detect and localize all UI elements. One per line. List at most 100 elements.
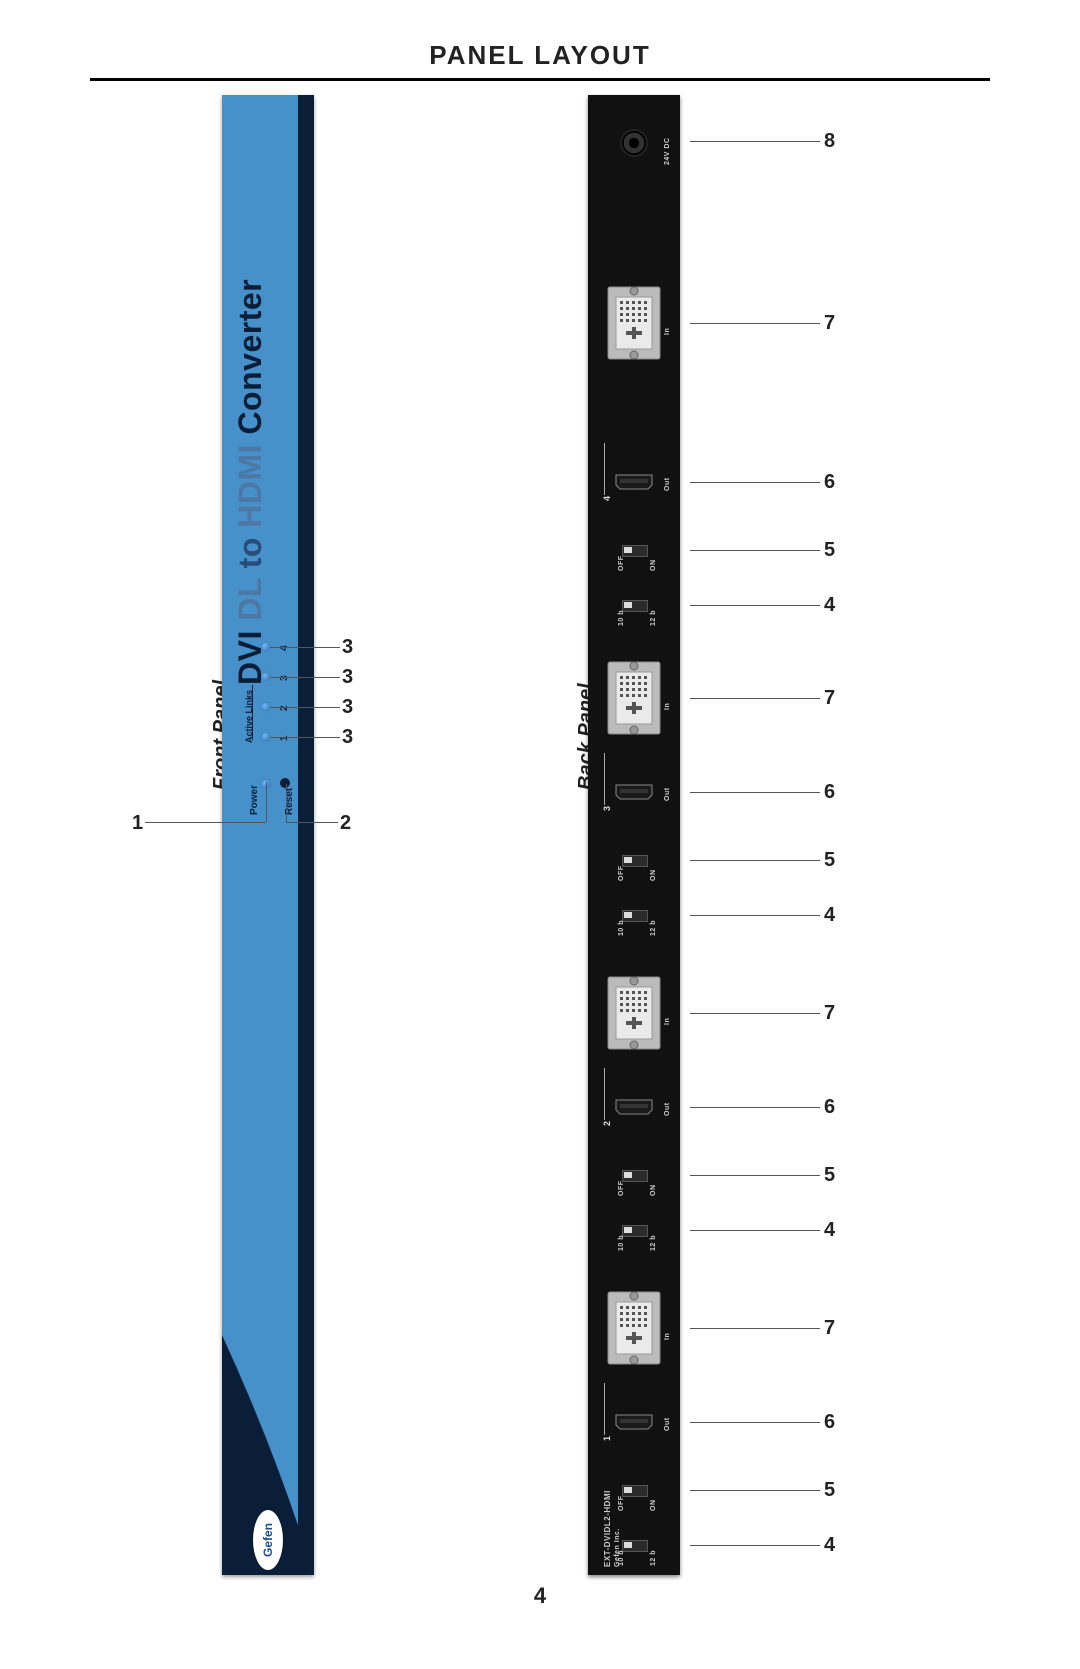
group-num-3: 3 bbox=[602, 806, 612, 811]
dip-switch-onoff-1 bbox=[622, 1485, 648, 1497]
callout-line-dvi-2 bbox=[690, 1013, 820, 1014]
product-title-converter: Converter bbox=[232, 279, 268, 435]
callout-line-led4 bbox=[270, 647, 340, 648]
dip-switch-bitdepth-4 bbox=[622, 600, 648, 612]
callout-line-power-h bbox=[145, 822, 266, 823]
group-line-2 bbox=[604, 1068, 605, 1120]
group-num-4: 4 bbox=[602, 496, 612, 501]
model-text: EXT-DVIDL2-HDMI bbox=[603, 1490, 612, 1567]
dip-switch-bitdepth-2 bbox=[622, 1225, 648, 1237]
callout-line-dip1-1 bbox=[690, 1545, 820, 1546]
callout-6-3: 6 bbox=[824, 781, 835, 804]
callout-line-dip1-3 bbox=[690, 915, 820, 916]
dip2-on-2: ON bbox=[650, 1185, 657, 1197]
hdmi-out-label-2: Out bbox=[664, 1102, 671, 1116]
group-line-4 bbox=[604, 443, 605, 495]
hdmi-out-2 bbox=[614, 1098, 654, 1116]
dip1-top-4: 10 b bbox=[618, 610, 625, 626]
power-label: 24V DC bbox=[664, 137, 671, 165]
callout-line-hdmi-3 bbox=[690, 792, 820, 793]
product-title-hdmi: HDMI bbox=[232, 435, 268, 528]
callout-line-hdmi-1 bbox=[690, 1422, 820, 1423]
dvi-in-label-3: In bbox=[664, 703, 671, 710]
dip1-top-2: 10 b bbox=[618, 1235, 625, 1251]
callout-line-power bbox=[690, 141, 820, 142]
callout-5-1: 5 bbox=[824, 1479, 835, 1502]
callout-4-2: 4 bbox=[824, 1219, 835, 1242]
callout-line-dip2-4 bbox=[690, 550, 820, 551]
callout-3d: 3 bbox=[342, 636, 353, 659]
product-title: DVI DL to HDMI Converter bbox=[232, 279, 269, 685]
callout-8: 8 bbox=[824, 130, 835, 153]
dip2-on-4: ON bbox=[650, 560, 657, 572]
dvi-in-1 bbox=[606, 1290, 662, 1366]
hdmi-out-label-4: Out bbox=[664, 477, 671, 491]
front-panel-body: DVI DL to HDMI Converter Power Reset Act… bbox=[222, 95, 314, 1575]
dip2-off-4: OFF bbox=[618, 556, 625, 572]
back-panel-body: EXT-DVIDL2-HDMI Gefen Inc. 24V DC 10 b12… bbox=[588, 95, 680, 1575]
dip-switch-onoff-4 bbox=[622, 545, 648, 557]
dvi-in-4 bbox=[606, 285, 662, 361]
callout-line-dip1-2 bbox=[690, 1230, 820, 1231]
callout-line-power-v bbox=[266, 782, 267, 822]
callout-4-4: 4 bbox=[824, 594, 835, 617]
callout-4-1: 4 bbox=[824, 1534, 835, 1557]
dip2-on-1: ON bbox=[650, 1500, 657, 1512]
active-link-led-2 bbox=[262, 703, 270, 711]
power-jack bbox=[620, 129, 648, 157]
callout-line-dip2-2 bbox=[690, 1175, 820, 1176]
active-links-rule bbox=[252, 685, 253, 740]
callout-line-hdmi-2 bbox=[690, 1107, 820, 1108]
dip1-bot-1: 12 b bbox=[650, 1550, 657, 1566]
dvi-in-2 bbox=[606, 975, 662, 1051]
callout-6-2: 6 bbox=[824, 1096, 835, 1119]
back-panel: EXT-DVIDL2-HDMI Gefen Inc. 24V DC 10 b12… bbox=[588, 95, 680, 1575]
callout-line-dip1-4 bbox=[690, 605, 820, 606]
callout-5-2: 5 bbox=[824, 1164, 835, 1187]
front-panel-edge bbox=[298, 95, 314, 1575]
dip2-off-3: OFF bbox=[618, 866, 625, 882]
dip2-off-1: OFF bbox=[618, 1496, 625, 1512]
callout-line-dvi-3 bbox=[690, 698, 820, 699]
hdmi-out-3 bbox=[614, 783, 654, 801]
power-label: Power bbox=[249, 785, 260, 815]
hdmi-out-4 bbox=[614, 473, 654, 491]
page-number: 4 bbox=[0, 1583, 1080, 1609]
callout-6-4: 6 bbox=[824, 471, 835, 494]
hdmi-out-1 bbox=[614, 1413, 654, 1431]
callout-line-dvi-4 bbox=[690, 323, 820, 324]
dip1-bot-3: 12 b bbox=[650, 920, 657, 936]
page-title: PANEL LAYOUT bbox=[0, 40, 1080, 71]
group-num-1: 1 bbox=[602, 1436, 612, 1441]
group-num-2: 2 bbox=[602, 1121, 612, 1126]
callout-line-led3 bbox=[270, 677, 340, 678]
callout-7-3: 7 bbox=[824, 687, 835, 710]
dip1-top-1: 10 b bbox=[618, 1550, 625, 1566]
gefen-badge: Gefen bbox=[253, 1510, 283, 1570]
active-link-led-3 bbox=[262, 673, 270, 681]
callout-line-reset-h bbox=[286, 822, 338, 823]
callout-6-1: 6 bbox=[824, 1411, 835, 1434]
callout-line-led2 bbox=[270, 707, 340, 708]
product-title-to: to bbox=[232, 528, 268, 569]
callout-line-hdmi-4 bbox=[690, 482, 820, 483]
dip-switch-onoff-2 bbox=[622, 1170, 648, 1182]
dvi-in-3 bbox=[606, 660, 662, 736]
callout-1: 1 bbox=[132, 812, 143, 835]
callout-7-4: 7 bbox=[824, 312, 835, 335]
product-title-dl: DL bbox=[232, 568, 268, 620]
group-line-1 bbox=[604, 1383, 605, 1435]
group-line-3 bbox=[604, 753, 605, 805]
hdmi-out-label-1: Out bbox=[664, 1417, 671, 1431]
callout-5-4: 5 bbox=[824, 539, 835, 562]
dvi-in-label-2: In bbox=[664, 1018, 671, 1025]
title-rule bbox=[90, 78, 990, 81]
callout-3c: 3 bbox=[342, 666, 353, 689]
callout-2: 2 bbox=[340, 812, 351, 835]
callout-line-reset-v bbox=[286, 784, 287, 822]
dip1-bot-2: 12 b bbox=[650, 1235, 657, 1251]
dip2-on-3: ON bbox=[650, 870, 657, 882]
callout-5-3: 5 bbox=[824, 849, 835, 872]
callout-line-dip2-3 bbox=[690, 860, 820, 861]
callout-line-dip2-1 bbox=[690, 1490, 820, 1491]
